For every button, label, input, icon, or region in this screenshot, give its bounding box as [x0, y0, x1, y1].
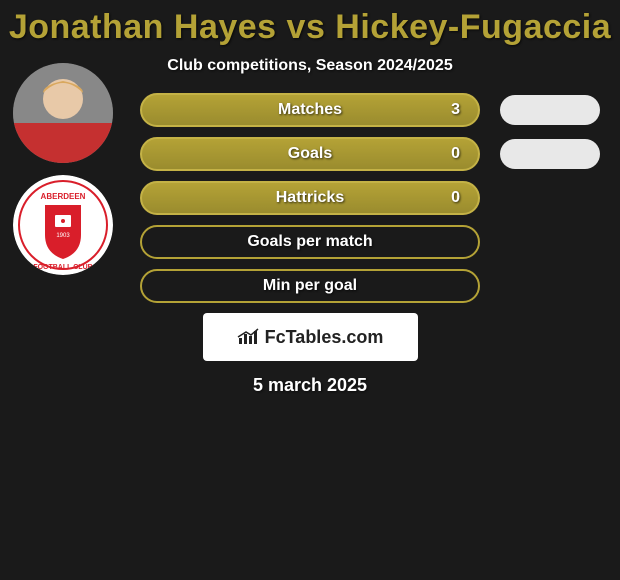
stat-value: 0: [451, 145, 460, 163]
stat-value: 0: [451, 189, 460, 207]
stat-label: Min per goal: [263, 277, 357, 295]
comparison-card: Jonathan Hayes vs Hickey-Fugaccia Club c…: [0, 0, 620, 396]
left-avatars: ABERDEEN 1903 FOOTBALL CLUB: [8, 63, 118, 287]
watermark-badge: FcTables.com: [203, 313, 418, 361]
svg-text:ABERDEEN: ABERDEEN: [41, 192, 86, 201]
stat-bar: Hattricks 0: [140, 181, 480, 215]
page-title: Jonathan Hayes vs Hickey-Fugaccia: [0, 8, 620, 47]
player-avatar: [13, 63, 113, 163]
stat-bar: Goals per match: [140, 225, 480, 259]
stat-bar: Min per goal: [140, 269, 480, 303]
watermark-text: FcTables.com: [265, 327, 384, 348]
svg-text:FOOTBALL CLUB: FOOTBALL CLUB: [33, 264, 92, 271]
stat-row: Matches 3: [140, 93, 480, 127]
stat-row: Goals 0: [140, 137, 480, 171]
stat-label: Hattricks: [276, 189, 344, 207]
stat-value: 3: [451, 101, 460, 119]
stat-label: Goals per match: [247, 233, 372, 251]
svg-text:1903: 1903: [56, 233, 70, 239]
stat-row: Min per goal: [140, 269, 480, 303]
stat-bar: Goals 0: [140, 137, 480, 171]
stat-bar: Matches 3: [140, 93, 480, 127]
comparison-pill: [500, 139, 600, 169]
comparison-pill: [500, 95, 600, 125]
club-crest: ABERDEEN 1903 FOOTBALL CLUB: [13, 175, 113, 275]
stat-label: Matches: [278, 101, 342, 119]
main-area: ABERDEEN 1903 FOOTBALL CLUB Matches 3 Goal…: [0, 93, 620, 396]
stat-row: Goals per match: [140, 225, 480, 259]
chart-icon: [237, 328, 259, 346]
date-label: 5 march 2025: [10, 375, 610, 396]
stat-bars: Matches 3 Goals 0 Hattricks 0 Goals per match M…: [140, 93, 480, 303]
stat-row: Hattricks 0: [140, 181, 480, 215]
stat-label: Goals: [288, 145, 332, 163]
